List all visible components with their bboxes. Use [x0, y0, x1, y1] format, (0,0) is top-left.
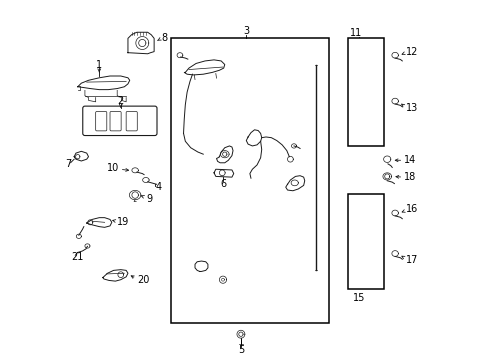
Text: 13: 13: [405, 103, 417, 113]
Text: 5: 5: [237, 345, 244, 355]
Bar: [171, 39, 328, 323]
Text: 4: 4: [155, 182, 162, 192]
Text: 14: 14: [403, 155, 415, 165]
FancyBboxPatch shape: [82, 106, 157, 135]
Text: 9: 9: [145, 194, 152, 204]
Text: 15: 15: [352, 293, 365, 303]
Bar: [348, 39, 384, 146]
FancyBboxPatch shape: [126, 112, 137, 131]
Text: 3: 3: [243, 26, 249, 36]
FancyBboxPatch shape: [96, 112, 106, 131]
Text: 7: 7: [65, 159, 72, 169]
Text: 11: 11: [349, 28, 362, 38]
FancyBboxPatch shape: [110, 112, 121, 131]
Text: 12: 12: [405, 46, 417, 57]
Text: 18: 18: [403, 172, 415, 183]
Text: 21: 21: [72, 252, 84, 262]
Text: 2: 2: [118, 96, 123, 106]
Text: 19: 19: [117, 217, 129, 227]
Text: 8: 8: [161, 33, 167, 43]
Text: 10: 10: [106, 163, 119, 173]
Text: 1: 1: [96, 60, 102, 70]
Text: 16: 16: [405, 204, 417, 215]
Text: 17: 17: [405, 255, 417, 265]
Text: 20: 20: [137, 275, 149, 285]
Text: 6: 6: [220, 179, 225, 189]
Bar: [348, 194, 384, 289]
